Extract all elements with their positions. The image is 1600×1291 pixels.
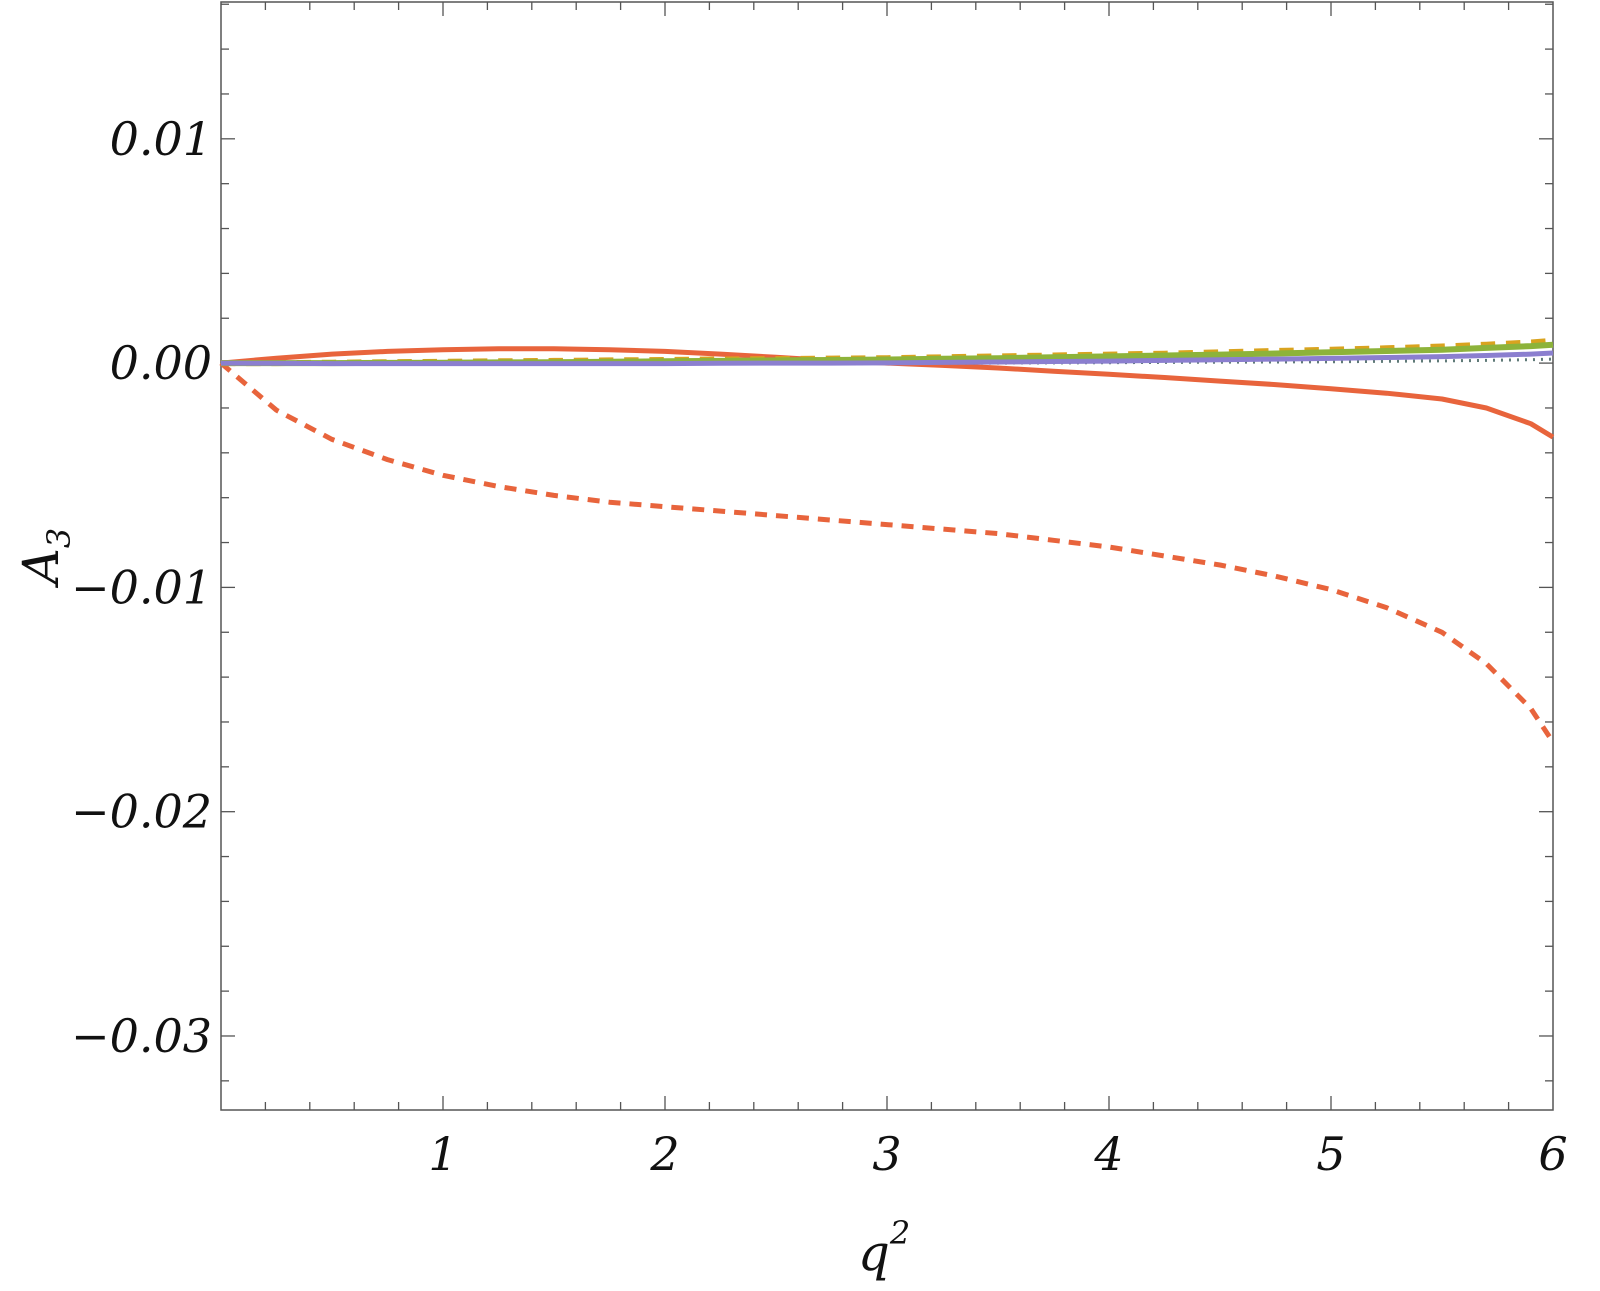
y-axis-title: A3 — [12, 528, 78, 588]
y-tick-labels: 0.01 0.00 −0.01 −0.02 −0.03 — [71, 112, 212, 1063]
y-tick-label: 0.01 — [110, 112, 212, 166]
major-ticks — [221, 2, 1553, 1110]
y-tick-label: 0.00 — [110, 336, 212, 390]
x-axis-title: q2 — [858, 1214, 910, 1282]
x-axis-title-superscript: 2 — [889, 1214, 910, 1252]
x-tick-label: 3 — [872, 1127, 901, 1181]
x-tick-label: 4 — [1093, 1127, 1123, 1181]
x-tick-label: 2 — [649, 1127, 679, 1181]
x-tick-label: 5 — [1316, 1127, 1345, 1181]
x-tick-label: 6 — [1538, 1127, 1567, 1181]
x-tick-label: 1 — [428, 1127, 457, 1181]
x-axis-title-base: q — [858, 1224, 890, 1282]
y-tick-label: −0.01 — [71, 560, 212, 614]
x-tick-labels: 1 2 3 4 5 6 — [428, 1127, 1567, 1181]
plot-frame — [220, 1, 1554, 1111]
minor-ticks — [221, 2, 1553, 1110]
y-tick-label: −0.02 — [71, 785, 212, 839]
series-layer — [219, 337, 1556, 744]
series-line-6 — [220, 350, 1554, 367]
y-axis-title-base: A — [12, 548, 70, 588]
series-line-2 — [219, 361, 1556, 744]
y-axis-title-subscript: 3 — [40, 528, 78, 548]
y-tick-label: −0.03 — [71, 1009, 212, 1063]
